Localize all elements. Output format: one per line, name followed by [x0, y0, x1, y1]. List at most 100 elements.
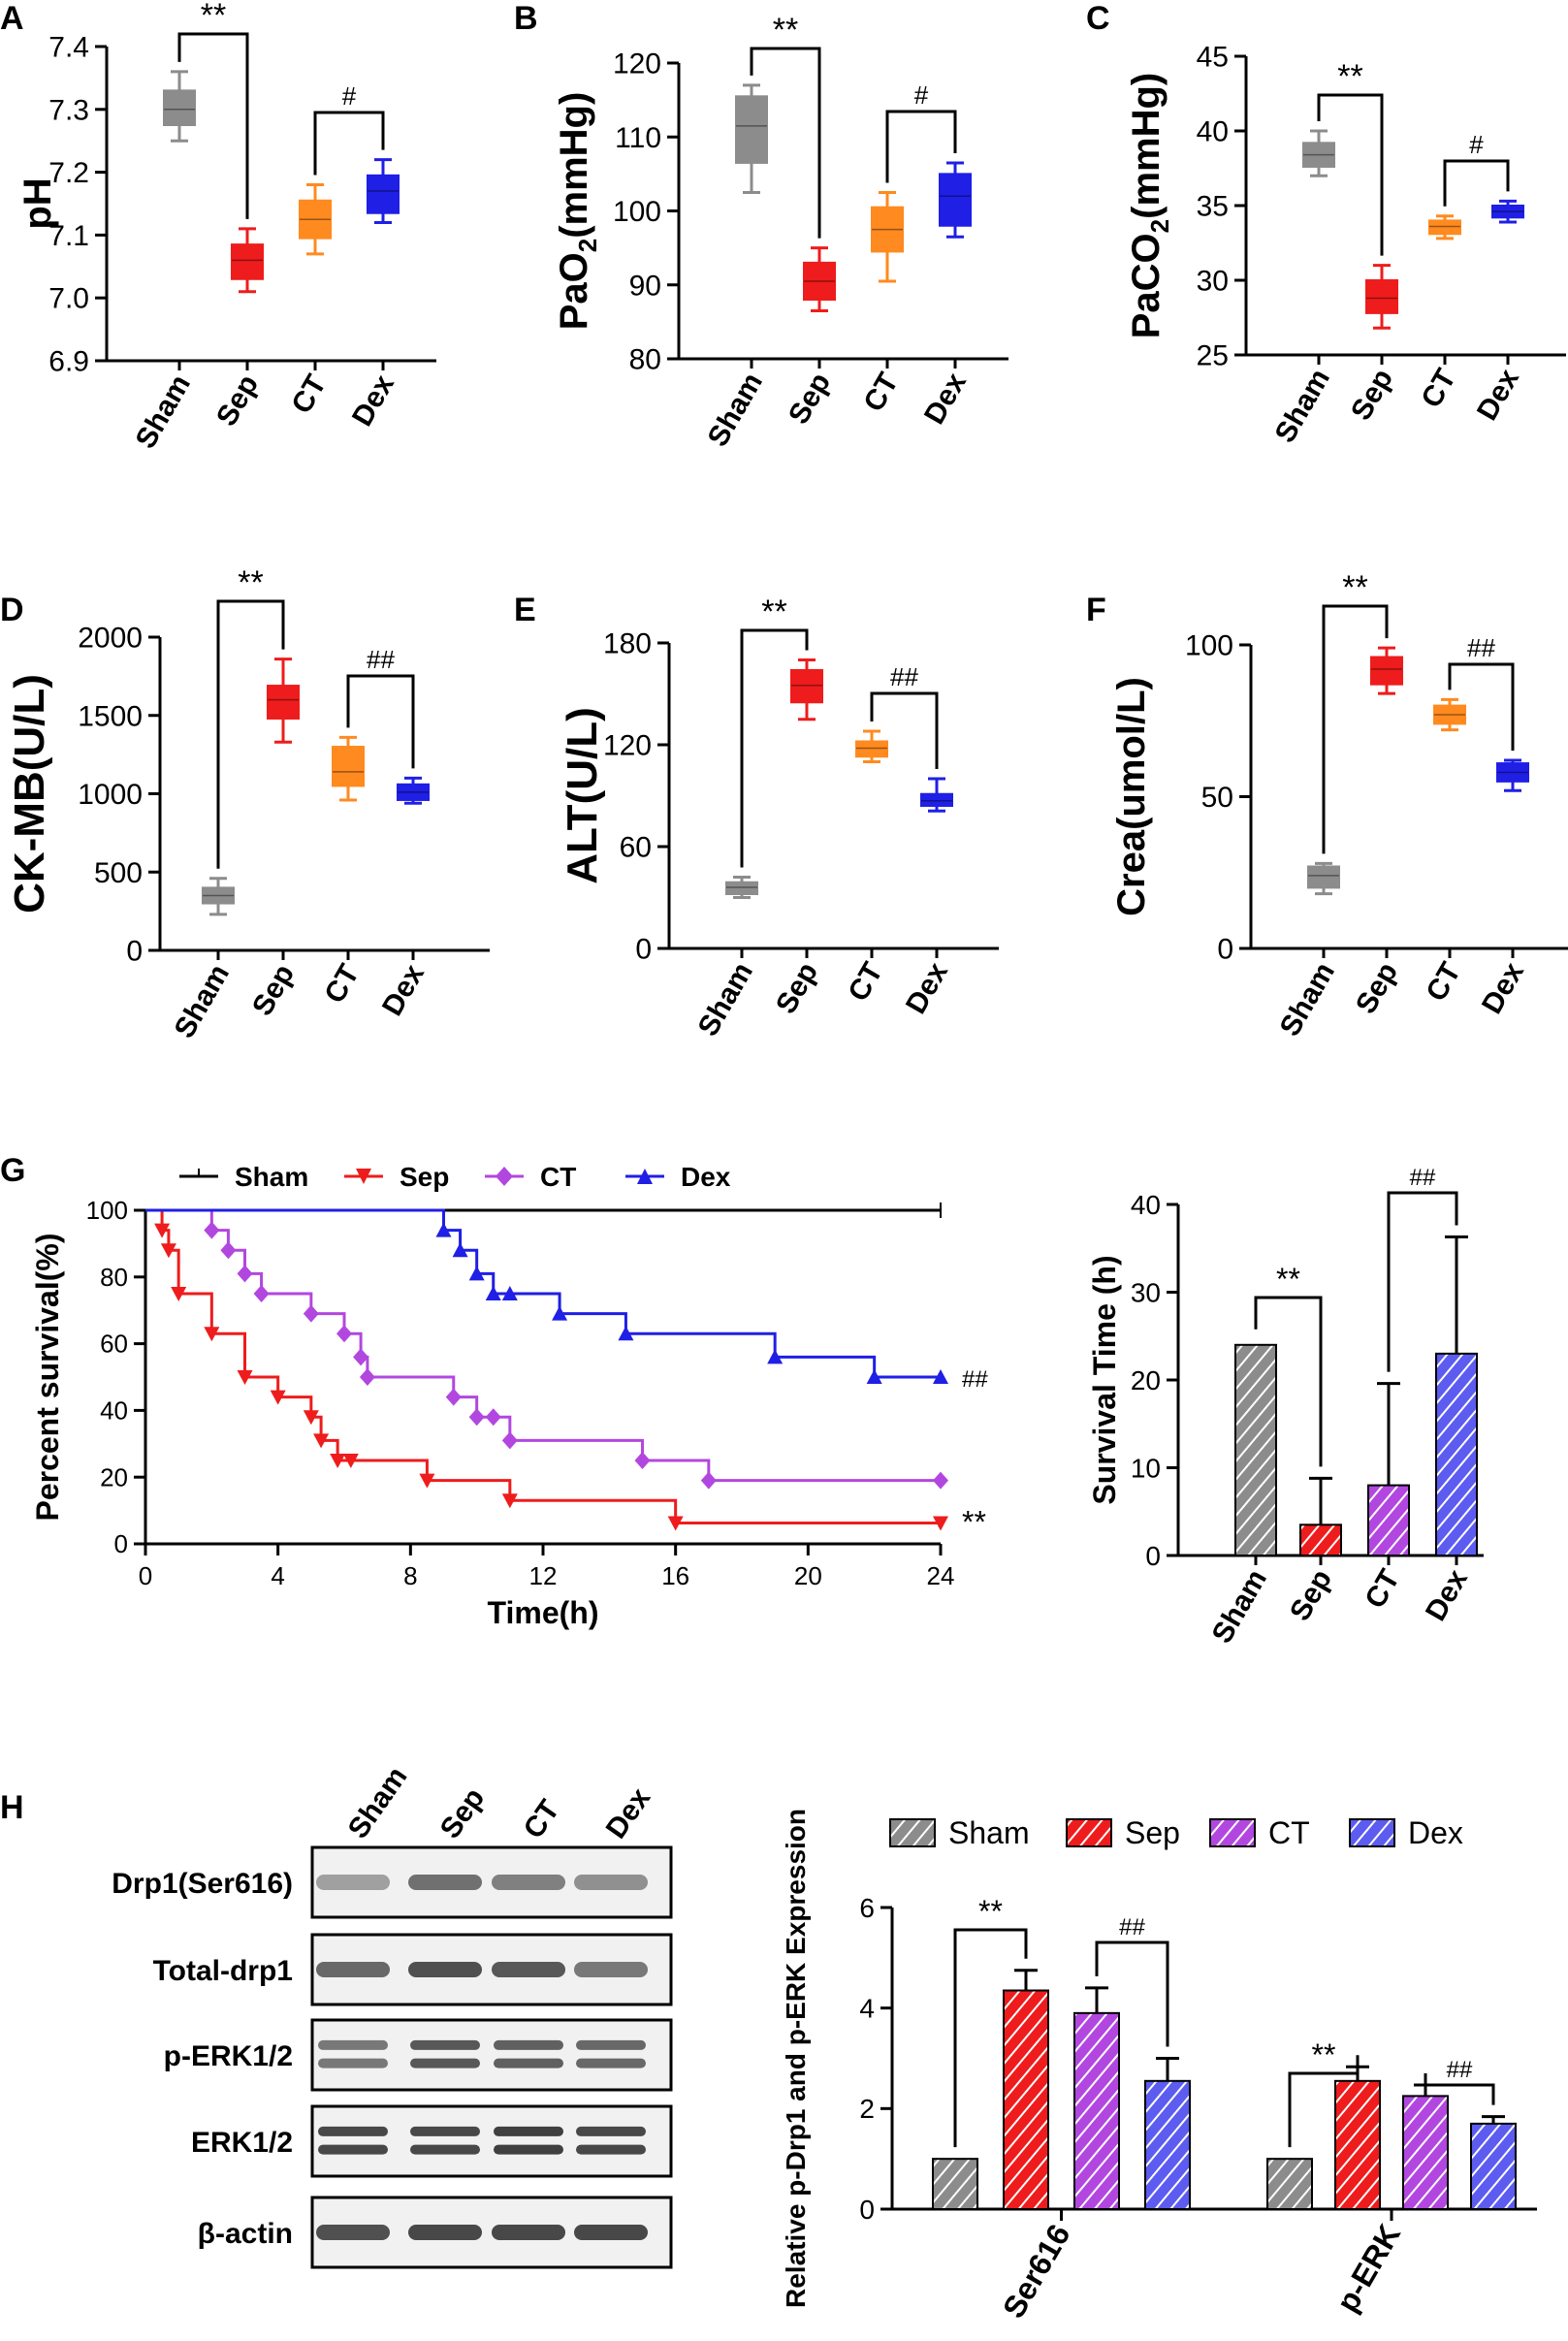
y-tick-label: 110 — [615, 122, 661, 154]
y-axis-label: PaO2(mmHg) — [553, 92, 602, 331]
y-tick-label: 2000 — [78, 623, 143, 655]
blot-band — [494, 2058, 563, 2068]
marker-sep — [237, 1370, 253, 1385]
y-tick-label: 100 — [613, 196, 661, 228]
marker-dex — [767, 1349, 784, 1364]
blot-band — [410, 2058, 480, 2068]
y-tick-label: 0 — [126, 936, 143, 968]
y-tick-label: 7.3 — [48, 94, 89, 126]
marker-sep — [330, 1454, 346, 1468]
box-sham — [1302, 142, 1335, 168]
x-tick-label: Sep — [783, 368, 837, 430]
marker-ct — [220, 1241, 237, 1260]
lane-label: CT — [518, 1794, 566, 1844]
marker-ct — [237, 1265, 253, 1283]
y-axis-label: CK-MB(U/L) — [6, 674, 53, 914]
significance-bracket — [177, 32, 249, 219]
x-tick-label: p-ERK — [1329, 2219, 1407, 2319]
bar-ct — [1402, 2095, 1449, 2210]
y-tick-label: 120 — [603, 730, 652, 762]
box-ct — [1428, 219, 1461, 236]
marker-ct — [501, 1431, 518, 1450]
bar-dex — [1435, 1352, 1478, 1556]
box-sep — [803, 261, 836, 301]
box-dex — [920, 792, 953, 807]
y-tick-label: 7.0 — [48, 283, 89, 315]
legend-label-ct: CT — [540, 1162, 576, 1192]
y-tick-label: 1000 — [78, 779, 143, 811]
box-sep — [1365, 279, 1398, 314]
y-tick-label: 120 — [613, 48, 661, 80]
box-sham — [735, 95, 768, 164]
marker-dex — [485, 1286, 501, 1300]
x-tick-label: CT — [842, 957, 889, 1007]
x-tick-label: Sham — [1206, 1564, 1273, 1649]
blot-band — [408, 2225, 482, 2240]
box-sham — [163, 89, 196, 126]
marker-ct — [485, 1408, 501, 1427]
marker-sep — [270, 1390, 286, 1405]
blot-band — [318, 2144, 388, 2155]
survival-time-bar-chart: 0 10 20 30 40 Survival Time (h) Sham Sep CT Dex **… — [1087, 1165, 1484, 1649]
marker-dex — [468, 1266, 485, 1281]
x-tick-label: Sham — [702, 368, 769, 452]
panel-label-d: D — [0, 592, 24, 628]
marker-ct — [933, 1471, 948, 1490]
significance-label: ## — [962, 1366, 988, 1393]
survival-line-ct — [145, 1208, 941, 1483]
legend-marker-dex — [637, 1169, 653, 1184]
y-tick-label: 25 — [1197, 340, 1229, 372]
lane-label: Dex — [600, 1782, 657, 1844]
bar-sham — [1234, 1343, 1277, 1557]
bar-sep — [1299, 1523, 1342, 1556]
marker-sep — [160, 1243, 176, 1259]
y-axis-label: PaCO2(mmHg) — [1125, 73, 1174, 339]
significance-label: # — [914, 80, 929, 110]
marker-ct — [336, 1325, 352, 1343]
significance-bracket — [1254, 1296, 1323, 1467]
marker-sep — [342, 1454, 359, 1468]
y-axis-label: Survival Time (h) — [1087, 1255, 1122, 1504]
box-dex — [1496, 762, 1529, 783]
significance-label: ** — [962, 1505, 986, 1540]
marker-sep — [204, 1327, 220, 1342]
panel-label-g: G — [0, 1152, 25, 1189]
y-axis-label: Relative p-Drp1 and p-ERK Expression — [781, 1809, 811, 2308]
y-tick-label: 60 — [620, 832, 652, 864]
legend-marker-ct — [496, 1167, 513, 1186]
x-tick-label: 16 — [661, 1561, 689, 1590]
box-sep — [267, 685, 300, 720]
y-tick-label: 50 — [1201, 782, 1233, 814]
y-tick-label: 40 — [100, 1396, 128, 1426]
x-tick-label: Sep — [770, 957, 824, 1019]
bar-dex — [1470, 2122, 1517, 2210]
box-sep — [790, 669, 823, 704]
blot-band — [410, 2126, 480, 2136]
x-tick-label: Sep — [1350, 957, 1404, 1019]
x-tick-label: Sep — [210, 369, 265, 432]
x-tick-label: 4 — [271, 1561, 284, 1590]
y-tick-label: 0 — [635, 934, 652, 966]
box-sham — [1307, 865, 1340, 889]
box-ct — [871, 206, 904, 253]
y-tick-label: 6 — [859, 1893, 875, 1923]
blot-band — [574, 2225, 648, 2240]
y-tick-label: 80 — [629, 344, 661, 376]
y-axis-label: ALT(U/L) — [559, 707, 606, 883]
significance-label: ## — [1119, 1914, 1145, 1940]
blot-band — [410, 2144, 480, 2155]
blot-band — [574, 1962, 648, 1977]
blot-row-label: p-ERK1/2 — [164, 2040, 293, 2072]
box-plot-f: 0 50 100 Crea(umol/L) Sham Sep CT Dex ** ## — [1110, 569, 1568, 1042]
x-tick-label: Sham — [692, 957, 759, 1042]
significance-label: ** — [1312, 2037, 1336, 2072]
y-tick-label: 20 — [1131, 1365, 1161, 1395]
x-tick-label: Sham — [169, 959, 236, 1043]
significance-bracket — [1317, 93, 1384, 256]
blot-band — [574, 1875, 648, 1890]
significance-bracket — [216, 599, 285, 869]
significance-bracket — [1387, 1191, 1458, 1372]
y-tick-label: 30 — [1197, 266, 1229, 298]
blot-band — [494, 2039, 563, 2050]
